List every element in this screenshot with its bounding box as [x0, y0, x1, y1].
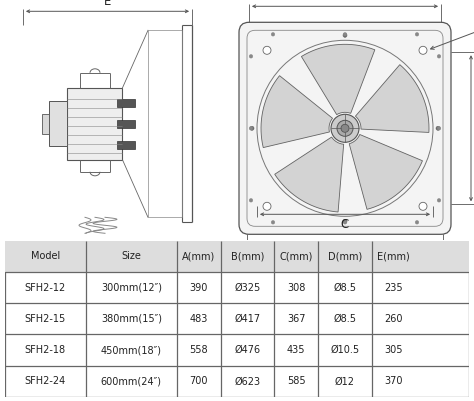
Text: 300mm(12″): 300mm(12″): [101, 283, 162, 292]
Text: Ø12: Ø12: [335, 377, 355, 386]
Text: 370: 370: [384, 377, 403, 386]
Text: Ø417: Ø417: [234, 314, 261, 324]
Circle shape: [437, 198, 441, 202]
Text: 483: 483: [190, 314, 208, 324]
Circle shape: [249, 126, 253, 130]
Text: E: E: [104, 0, 111, 8]
Text: Size: Size: [121, 251, 141, 261]
Text: D(mm): D(mm): [328, 251, 362, 261]
Text: SFH2-15: SFH2-15: [25, 314, 66, 324]
Text: Ø10.5: Ø10.5: [330, 345, 360, 355]
Text: 558: 558: [190, 345, 208, 355]
Text: Ø476: Ø476: [234, 345, 261, 355]
Text: 235: 235: [384, 283, 403, 292]
Text: 390: 390: [190, 283, 208, 292]
Text: 700: 700: [190, 377, 208, 386]
Text: 600mm(24″): 600mm(24″): [101, 377, 162, 386]
Polygon shape: [275, 137, 344, 212]
Text: Ø8.5: Ø8.5: [334, 283, 356, 292]
Bar: [118, 141, 136, 149]
Text: A(mm): A(mm): [182, 251, 215, 261]
Text: Ø8.5: Ø8.5: [334, 314, 356, 324]
Text: C(mm): C(mm): [280, 251, 313, 261]
Text: 305: 305: [384, 345, 403, 355]
Circle shape: [343, 32, 347, 36]
Text: 380mm(15″): 380mm(15″): [101, 314, 162, 324]
Circle shape: [415, 221, 419, 224]
Circle shape: [343, 221, 347, 224]
Circle shape: [249, 198, 253, 202]
FancyBboxPatch shape: [239, 22, 451, 234]
Polygon shape: [356, 65, 429, 132]
Text: Ø623: Ø623: [234, 377, 261, 386]
Bar: [118, 99, 136, 107]
Circle shape: [331, 114, 359, 142]
Bar: [67, 88, 122, 160]
Text: Ø325: Ø325: [234, 283, 261, 292]
Circle shape: [343, 33, 347, 37]
Text: 435: 435: [287, 345, 305, 355]
Circle shape: [343, 219, 347, 223]
Circle shape: [341, 124, 349, 132]
Circle shape: [250, 126, 254, 130]
Circle shape: [437, 126, 441, 130]
Text: 585: 585: [287, 377, 306, 386]
Polygon shape: [301, 45, 375, 115]
Text: SFH2-18: SFH2-18: [25, 345, 66, 355]
Text: A: A: [341, 0, 349, 3]
Circle shape: [263, 202, 271, 210]
Text: B(mm): B(mm): [231, 251, 264, 261]
Text: B: B: [341, 250, 349, 263]
Circle shape: [437, 55, 441, 58]
Polygon shape: [349, 134, 422, 209]
Circle shape: [271, 32, 275, 36]
Text: SFH2-12: SFH2-12: [25, 283, 66, 292]
Bar: [49, 101, 67, 146]
Circle shape: [419, 46, 427, 54]
Circle shape: [415, 32, 419, 36]
Circle shape: [436, 126, 440, 130]
Circle shape: [249, 55, 253, 58]
Text: 367: 367: [287, 314, 305, 324]
Circle shape: [271, 221, 275, 224]
Bar: [5, 241, 469, 272]
Circle shape: [263, 46, 271, 54]
Text: Model: Model: [31, 251, 60, 261]
Bar: [43, 114, 49, 134]
Text: SFH2-24: SFH2-24: [25, 377, 66, 386]
Text: 260: 260: [384, 314, 403, 324]
Text: 308: 308: [287, 283, 305, 292]
Circle shape: [419, 202, 427, 210]
Text: E(mm): E(mm): [377, 251, 410, 261]
Polygon shape: [261, 76, 333, 148]
Text: 450mm(18″): 450mm(18″): [101, 345, 162, 355]
Text: C: C: [341, 218, 349, 231]
Bar: [118, 120, 136, 128]
Circle shape: [337, 120, 353, 136]
